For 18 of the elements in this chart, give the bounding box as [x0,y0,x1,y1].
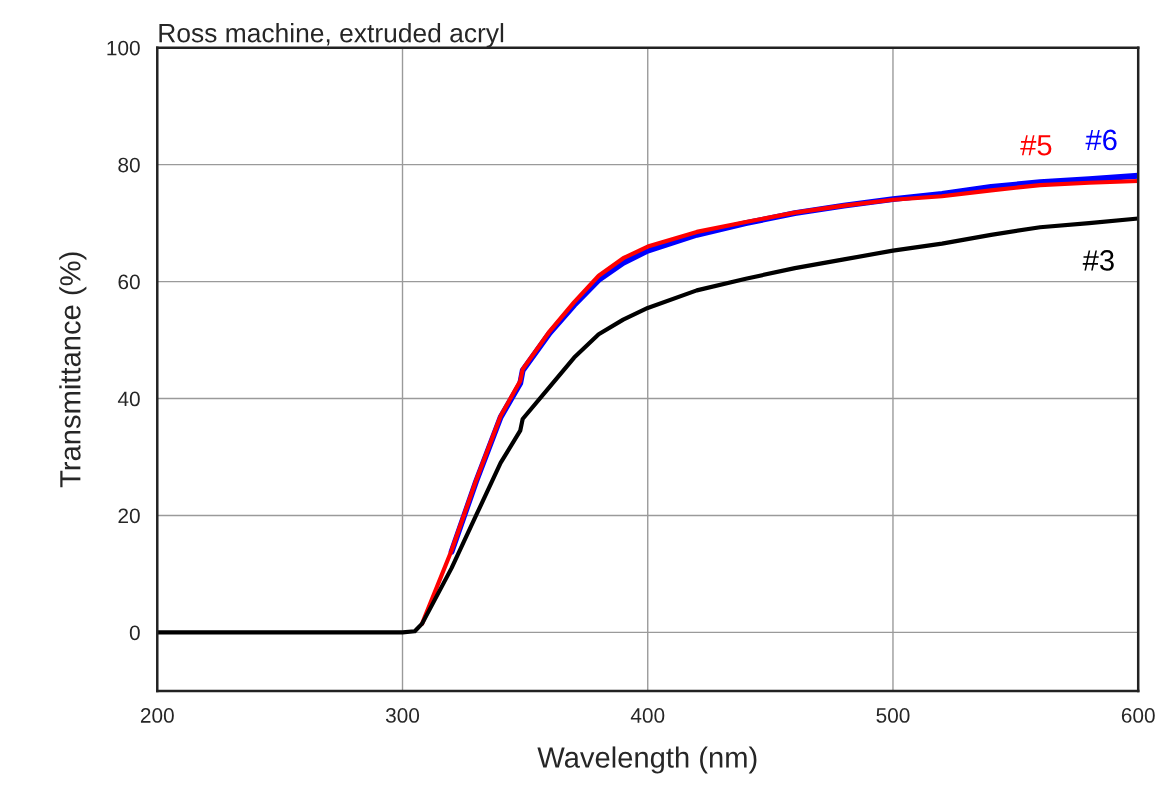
series-label: #5 [1020,135,1052,156]
x-tick-label: 200 [140,708,174,723]
y-tick-label: 60 [118,274,140,290]
x-tick-label: 600 [1121,708,1155,723]
y-tick-label: 40 [117,391,140,407]
y-tick-label: 20 [118,508,140,524]
series-label: #3 [1082,250,1114,271]
x-tick-label: 300 [385,708,420,723]
x-tick-label: 400 [630,708,665,723]
chart-title: Ross machine, extruded acryl [159,23,504,48]
series-label: #6 [1085,129,1117,151]
y-tick-label: 0 [129,625,140,641]
x-tick-label: 500 [876,708,910,723]
y-tick-label: 80 [118,157,140,173]
x-axis-title: Wavelength (nm) [537,746,757,774]
y-tick-label: 100 [107,40,140,56]
line-series [157,216,1139,635]
y-axis-title: Transmittance (%) [59,252,87,488]
